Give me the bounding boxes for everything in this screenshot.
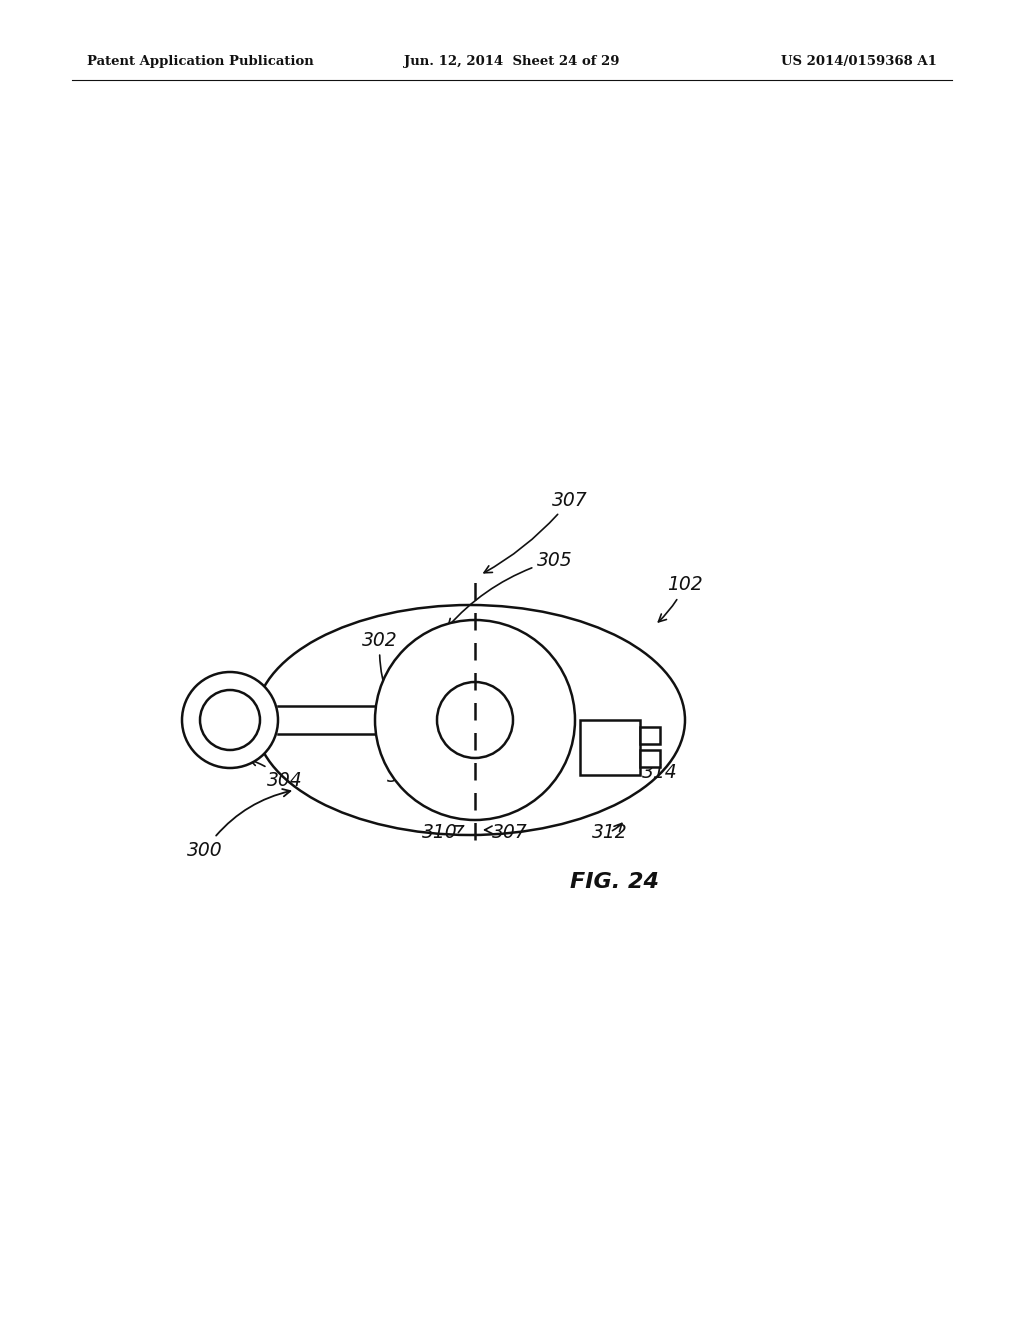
Bar — [580, 719, 640, 775]
Text: FIG. 24: FIG. 24 — [570, 873, 659, 892]
Circle shape — [437, 682, 513, 758]
Text: 314: 314 — [638, 758, 678, 781]
Text: 310: 310 — [422, 822, 464, 842]
Text: 307: 307 — [484, 491, 588, 573]
Text: 304: 304 — [250, 758, 303, 789]
Circle shape — [182, 672, 278, 768]
Text: 307: 307 — [484, 822, 527, 842]
Bar — [640, 750, 660, 767]
Circle shape — [200, 690, 260, 750]
Text: Jun. 12, 2014  Sheet 24 of 29: Jun. 12, 2014 Sheet 24 of 29 — [404, 55, 620, 69]
Text: 312: 312 — [592, 822, 628, 842]
Text: Patent Application Publication: Patent Application Publication — [87, 55, 313, 69]
Text: 302: 302 — [362, 631, 397, 698]
Text: 102: 102 — [658, 576, 702, 622]
Text: US 2014/0159368 A1: US 2014/0159368 A1 — [781, 55, 937, 69]
Ellipse shape — [255, 605, 685, 836]
Bar — [640, 727, 660, 744]
Text: 306: 306 — [387, 759, 423, 787]
Text: 305: 305 — [449, 550, 572, 627]
Circle shape — [375, 620, 575, 820]
Text: 300: 300 — [187, 789, 291, 859]
